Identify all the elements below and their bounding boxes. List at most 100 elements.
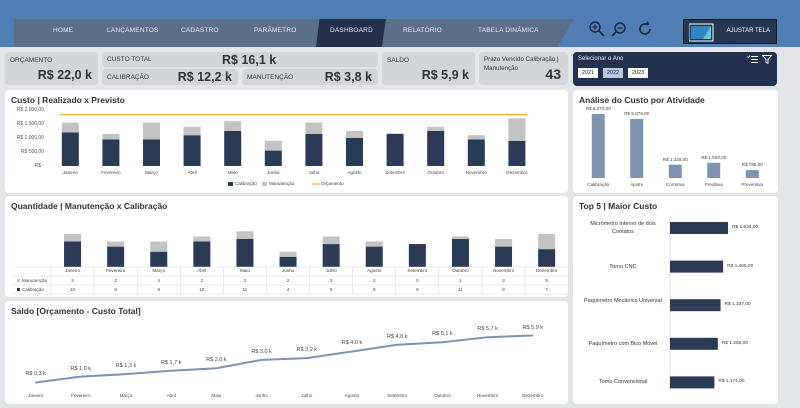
saldo-point (441, 341, 444, 344)
saldo-point (351, 350, 353, 353)
x-tick-label: Setembro (385, 170, 406, 175)
table-header-cell: Setembro (407, 268, 428, 273)
bar-calibracao (61, 132, 79, 166)
bar-manutencao (451, 236, 469, 239)
saldo-chart-title: Saldo [Orçamento - Custo Total] (11, 306, 141, 316)
bar-manutencao (183, 126, 201, 136)
zoom-out-icon[interactable] (611, 20, 629, 38)
kpi-manutencao-card: MANUTENÇÃO R$ 3,8 k (242, 69, 378, 85)
row-swatch-manutencao (17, 279, 20, 282)
saldo-point (125, 373, 127, 375)
table-cell-manutencao: 1 (459, 278, 462, 283)
year-button-2023[interactable]: 2023 (628, 68, 648, 78)
x-tick-label: Junho (267, 170, 280, 175)
nav-parametro[interactable]: PARÂMETRO (254, 27, 297, 34)
bar-manutencao (193, 236, 211, 242)
nav-lancamentos[interactable]: LANÇAMENTOS (107, 27, 159, 34)
bar-manutencao (224, 121, 242, 131)
saldo-data-label: R$ 3,2 k (296, 347, 318, 354)
kpi-prazo-value: 43 (545, 66, 561, 82)
bar-calibracao (143, 139, 160, 166)
bar-manutencao (538, 233, 556, 250)
x-tick-label: Agosto (344, 393, 360, 398)
fit-screen-button[interactable]: AJUSTAR TELA (683, 19, 777, 44)
legend-label: Calibração (235, 181, 257, 186)
multi-select-icon[interactable] (747, 55, 759, 64)
kpi-orcamento-label: ORÇAMENTO (10, 57, 53, 64)
saldo-data-label: R$ 0,3 k (25, 371, 46, 378)
saldo-point (532, 334, 534, 337)
category-label: Paquímetro com Bico Móvel (588, 340, 658, 347)
y-tick-label: R$ 500,00 (20, 149, 44, 155)
table-header-cell: Maio (239, 268, 250, 273)
bar-atividade (707, 162, 721, 178)
year-button-2021[interactable]: 2021 (578, 68, 598, 78)
x-tick-label: Ajuste (630, 182, 644, 187)
bar-calibracao (236, 238, 254, 267)
clear-filter-icon[interactable] (762, 55, 773, 64)
x-tick-label: Abril (187, 170, 197, 175)
saldo-point (170, 369, 172, 372)
bar-top5 (670, 337, 718, 350)
nav-cadastro[interactable]: CADASTRO (181, 27, 219, 34)
y-tick-label: R$ - (34, 163, 44, 169)
nav-home[interactable]: HOME (53, 27, 74, 34)
nav-dashboard[interactable]: DASHBOARD (330, 27, 373, 34)
bar-calibracao (508, 140, 526, 166)
bar-manutencao (346, 131, 363, 138)
kpi-saldo-value: R$ 5,9 k (421, 68, 469, 82)
table-header-cell: Junho (281, 268, 295, 273)
x-tick-label: Março (145, 170, 158, 175)
saldo-point (80, 375, 82, 378)
x-tick-label: Janeiro (28, 393, 44, 398)
nav-tabela-dinamica[interactable]: TABELA DINÂMICA (478, 27, 539, 34)
category-label: Paquímetro Mecânico Universal (584, 298, 662, 305)
table-header-cell: Outubro (452, 268, 469, 273)
bar-top5 (670, 260, 724, 273)
x-tick-label: Novembro (465, 170, 487, 175)
x-tick-label: Setembro (387, 393, 408, 398)
table-cell-calibracao: 11 (242, 287, 248, 292)
saldo-line (35, 334, 533, 384)
kpi-calibracao-label: CALIBRAÇÃO (107, 74, 149, 81)
table-header-cell: Novembro (492, 268, 515, 273)
kpi-saldo-card: SALDO R$ 5,9 k (382, 52, 475, 85)
x-tick-label: Julho (301, 393, 313, 398)
table-cell-calibracao: 7 (545, 287, 548, 292)
year-button-2022[interactable]: 2022 (603, 68, 623, 78)
saldo-data-label: R$ 1,3 k (115, 363, 137, 370)
row-label-calibracao: Calibração (22, 287, 44, 292)
custo-chart-title: Custo | Realizado x Previsto (11, 95, 125, 105)
x-tick-label: Preditiva (704, 182, 723, 187)
x-tick-label: Março (119, 393, 133, 398)
bar-manutencao (467, 135, 485, 140)
nav-relatorio[interactable]: RELATÓRIO (403, 27, 442, 34)
saldo-data-label: R$ 5,7 k (477, 326, 498, 333)
y-tick-label: R$ 1.500,00 (16, 121, 44, 127)
bar-calibracao (408, 244, 426, 267)
legend-label: Orçamento (321, 181, 344, 186)
x-tick-label: Outubro (427, 170, 444, 175)
refresh-icon[interactable] (636, 20, 654, 38)
table-cell-calibracao: 8 (502, 287, 505, 292)
bar-atividade (591, 114, 605, 178)
x-tick-label: Maio (211, 393, 222, 398)
x-tick-label: Outubro (434, 393, 451, 398)
category-label: Torno Convencional (598, 379, 648, 386)
x-tick-label: Abril (166, 393, 176, 398)
zoom-in-icon[interactable] (588, 20, 606, 38)
bar-manutencao (102, 133, 120, 140)
data-label: R$ 6.370,00 (585, 106, 611, 111)
x-tick-label: Novembro (476, 393, 499, 398)
table-cell-manutencao: 3 (502, 278, 505, 283)
data-label: R$ 1.405,00 (727, 263, 754, 269)
saldo-chart-panel: Saldo [Orçamento - Custo Total] (5, 301, 568, 404)
bar-calibracao (495, 246, 513, 267)
bar-atividade (668, 164, 682, 178)
bar-top5 (670, 222, 728, 234)
x-tick-label: Fevereiro (71, 393, 91, 398)
bar-manutencao (236, 231, 254, 239)
table-header-cell: Julho (325, 268, 337, 273)
table-cell-calibracao: 9 (416, 287, 419, 292)
x-tick-label: Fevereiro (101, 170, 121, 175)
